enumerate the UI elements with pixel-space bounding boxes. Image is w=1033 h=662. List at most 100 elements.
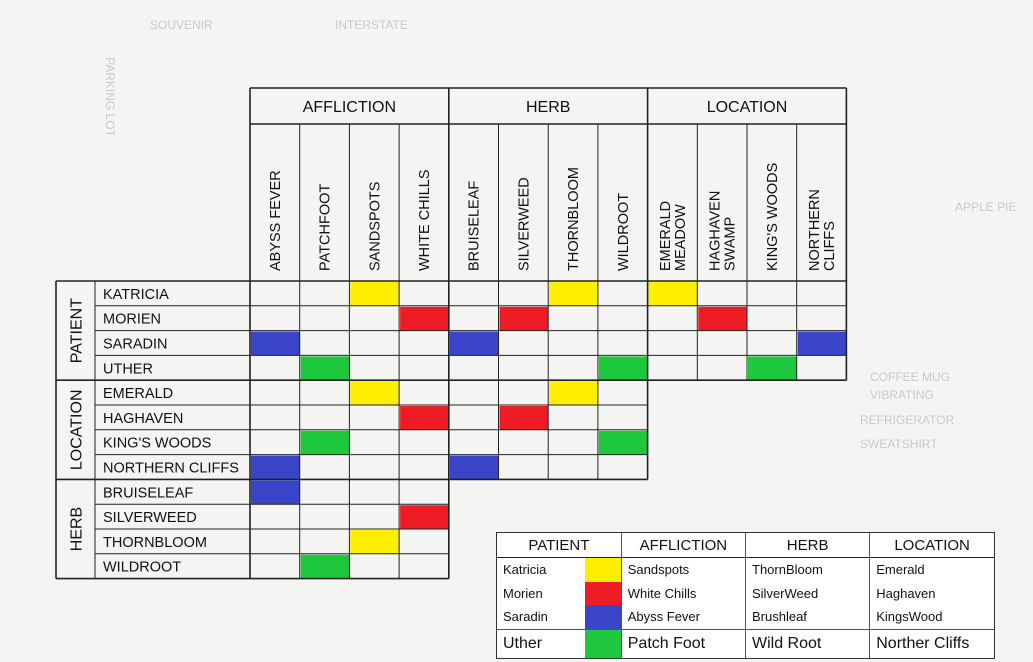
grid-mark-green (598, 430, 648, 455)
grid-mark-green (748, 356, 797, 381)
legend-row: Saradin Abyss Fever Brushleaf KingsWood (497, 605, 994, 630)
background-text: REFRIGERATOR (860, 413, 955, 427)
row-label: EMERALD (103, 386, 173, 402)
row-label: THORNBLOOM (103, 535, 207, 551)
column-label: CLIFFS (822, 221, 838, 271)
legend-cell-text: Patch Foot (627, 634, 706, 652)
legend-cell: Wild Root (745, 628, 871, 658)
legend-cell: Katricia (497, 557, 622, 582)
legend-cell: SilverWeed (745, 581, 871, 605)
column-label: SANDSPOTS (367, 182, 383, 271)
legend-header-affliction: AFFLICTION (621, 533, 747, 558)
grid-mark-yellow (350, 381, 400, 405)
grid-mark-red (400, 406, 449, 430)
row-label: WILDROOT (103, 560, 181, 576)
column-label: WILDROOT (616, 193, 632, 271)
group-header-location: LOCATION (707, 99, 788, 116)
grid-mark-red (499, 406, 549, 430)
row-group-label-herb: HERB (69, 507, 86, 551)
legend-cell: Morien (497, 581, 622, 605)
legend-cell-text: Morien (503, 585, 543, 601)
legend-cell: Uther (497, 628, 622, 658)
grid-mark-red (698, 306, 747, 331)
legend-color-swatch (584, 629, 621, 658)
grid-mark-green (300, 554, 350, 579)
column-label: SWAMP (723, 217, 739, 271)
grid-mark-blue (251, 331, 300, 356)
background-text: COFFEE MUG (870, 370, 950, 384)
legend-cell: White Chills (621, 581, 747, 605)
legend-cell: Haghaven (870, 582, 994, 605)
grid-mark-blue (251, 455, 300, 480)
legend-row: Morien White Chills SilverWeed Haghaven (497, 581, 994, 605)
group-header-herb: HERB (526, 99, 570, 116)
legend-cell: Abyss Fever (621, 605, 747, 630)
row-group-label-patient: PATIENT (69, 298, 86, 363)
grid-mark-red (400, 505, 449, 529)
column-label: KING'S WOODS (765, 163, 781, 271)
legend-cell-text: White Chills (627, 585, 697, 601)
row-label: KATRICIA (103, 287, 169, 303)
legend-cell-text: Norther Cliffs (876, 634, 970, 652)
grid-mark-yellow (648, 282, 698, 306)
background-text: APPLE PIE (955, 200, 1017, 214)
row-label: HAGHAVEN (103, 411, 183, 427)
grid-mark-blue (449, 455, 499, 480)
solution-legend: PATIENT AFFLICTION HERB LOCATION Katrici… (496, 532, 995, 659)
legend-cell-text: Sandspots (627, 562, 690, 578)
column-label: MEADOW (673, 204, 689, 271)
legend-cell-text: Wild Root (752, 634, 822, 652)
legend-cell: Saradin (497, 605, 622, 630)
row-label: NORTHERN CLIFFS (103, 461, 239, 477)
column-label: HAGHAVEN (708, 191, 724, 271)
legend-cell: Norther Cliffs (869, 628, 994, 658)
background-text: INTERSTATE (335, 18, 408, 32)
legend-cell-text: Saradin (503, 609, 548, 625)
grid-mark-green (598, 356, 648, 381)
row-group-label-location: LOCATION (69, 389, 86, 470)
legend-header-row: PATIENT AFFLICTION HERB LOCATION (497, 533, 994, 558)
grid-mark-yellow (549, 282, 598, 306)
legend-cell-text: Brushleaf (752, 609, 807, 625)
grid-mark-red (499, 306, 549, 331)
legend-table: PATIENT AFFLICTION HERB LOCATION Katrici… (497, 533, 994, 658)
legend-cell-text: KingsWood (876, 609, 943, 625)
grid-mark-green (300, 430, 350, 455)
grid-mark-blue (251, 480, 300, 505)
legend-cell: Brushleaf (745, 605, 871, 630)
column-label: THORNBLOOM (566, 167, 582, 271)
grid-mark-yellow (350, 282, 400, 306)
legend-cell-text: Katricia (503, 562, 547, 578)
background-text: SWEATSHIRT (860, 437, 938, 451)
legend-cell-text: Abyss Fever (627, 609, 700, 625)
row-label: SARADIN (103, 337, 167, 353)
legend-row: Uther Patch Foot Wild Root Norther Cliffs (497, 628, 994, 658)
legend-cell-text: Uther (503, 634, 543, 652)
legend-cell: KingsWood (870, 605, 994, 629)
legend-color-swatch (584, 581, 621, 605)
legend-cell: Patch Foot (621, 628, 747, 658)
legend-cell: Sandspots (621, 557, 747, 582)
background-text: SOUVENIR (150, 18, 213, 32)
legend-header-patient: PATIENT (497, 533, 622, 558)
legend-row: Katricia Sandspots ThornBloom Emerald (497, 557, 994, 582)
row-label: MORIEN (103, 312, 161, 328)
grid-mark-blue (449, 331, 499, 356)
row-label: SILVERWEED (103, 510, 197, 526)
legend-color-swatch (584, 605, 621, 629)
column-label: PATCHFOOT (318, 184, 334, 271)
column-label: ABYSS FEVER (268, 170, 284, 271)
legend-cell-text: Haghaven (876, 585, 936, 601)
column-label: BRUISELEAF (467, 181, 483, 271)
legend-cell-text: Emerald (876, 562, 925, 578)
row-label: BRUISELEAF (103, 485, 193, 501)
legend-header-location: LOCATION (869, 533, 994, 558)
grid-mark-yellow (350, 530, 400, 554)
row-label: KING'S WOODS (103, 436, 211, 452)
grid-mark-blue (797, 331, 847, 356)
grid-mark-green (300, 356, 350, 381)
legend-color-swatch (584, 558, 621, 582)
legend-cell: ThornBloom (745, 557, 871, 582)
column-label: NORTHERN (807, 189, 823, 271)
